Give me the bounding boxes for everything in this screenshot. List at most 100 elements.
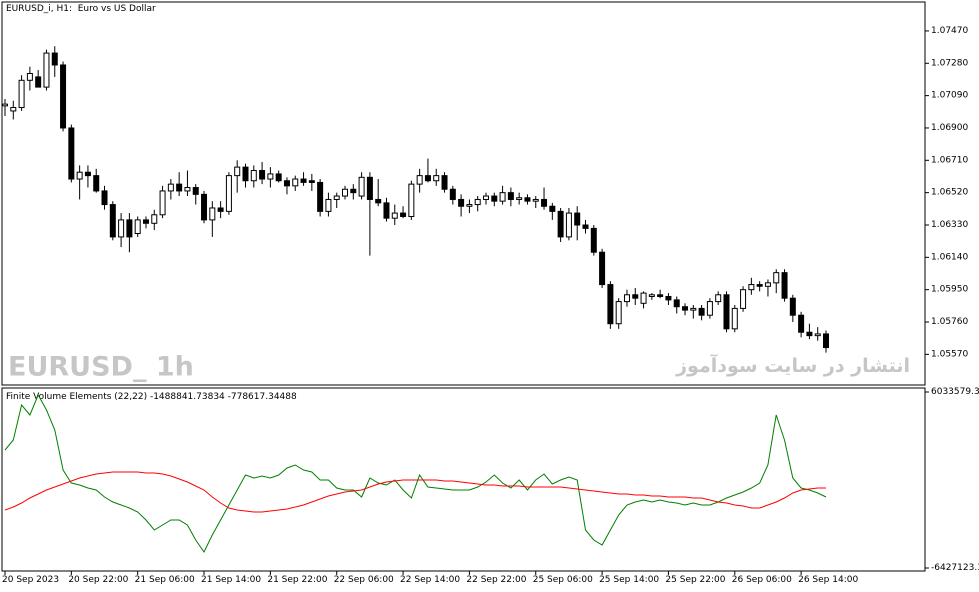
symbol-watermark: EURUSD_ 1h	[8, 352, 194, 383]
candle-body	[317, 181, 324, 212]
candle-body	[259, 170, 266, 180]
candle-body	[549, 205, 556, 212]
y-tick-label: -6427123.32	[931, 563, 979, 573]
candle-body	[781, 272, 788, 299]
candle-body	[43, 52, 50, 88]
y-tick-label: 1.06520	[931, 188, 968, 198]
candle-body	[400, 212, 407, 217]
candle-body	[225, 175, 232, 212]
y-tick-label: 1.07280	[931, 58, 968, 68]
candle-body	[26, 72, 33, 81]
candle-body	[142, 219, 149, 224]
candle-body	[798, 314, 805, 333]
candle-body	[499, 192, 506, 202]
candle-body	[151, 214, 158, 224]
y-tick-label: 1.06330	[931, 220, 968, 230]
candle-body	[167, 183, 174, 192]
indicator-line	[4, 393, 827, 553]
candle-body	[532, 198, 539, 202]
indicator-title: Finite Volume Elements (22,22) -1488841.…	[6, 392, 297, 402]
candle-body	[358, 176, 365, 197]
candle-body	[715, 294, 722, 303]
candle-body	[640, 292, 647, 304]
candle-body	[308, 180, 315, 183]
candle-body	[607, 284, 614, 325]
candle-body	[408, 183, 415, 217]
candle-body	[424, 175, 431, 182]
candle-body	[275, 173, 282, 182]
x-tick-label: 22 Sep 22:00	[466, 575, 526, 585]
candle-body	[599, 251, 606, 286]
candle-body	[209, 207, 216, 221]
y-tick-label: 1.07470	[931, 26, 968, 36]
main-panel	[1, 1, 926, 386]
candle-body	[806, 331, 813, 337]
candle-body	[524, 197, 531, 202]
candle-body	[184, 187, 191, 192]
x-tick-label: 26 Sep 06:00	[732, 575, 792, 585]
candle-body	[159, 190, 166, 216]
x-tick-label: 21 Sep 14:00	[201, 575, 261, 585]
y-tick-label: 1.07090	[931, 91, 968, 101]
candle-body	[234, 166, 241, 177]
candle-body	[823, 333, 829, 349]
candle-body	[814, 333, 821, 337]
candle-body	[690, 307, 697, 311]
candle-body	[665, 295, 672, 301]
candle-body	[756, 284, 763, 287]
x-tick-label: 22 Sep 14:00	[400, 575, 460, 585]
candle-body	[623, 294, 630, 303]
y-tick-label: 1.05760	[931, 317, 968, 327]
candle-body	[466, 204, 473, 207]
candle-body	[507, 192, 514, 200]
candle-body	[76, 171, 83, 180]
candle-body	[565, 212, 572, 238]
candle-body	[491, 195, 498, 202]
x-tick-label: 22 Sep 06:00	[334, 575, 394, 585]
candle-body	[2, 103, 8, 107]
candle-body	[84, 171, 91, 177]
candle-body	[60, 64, 67, 129]
candle-body	[740, 289, 747, 309]
x-tick-label: 26 Sep 14:00	[798, 575, 858, 585]
candle-body	[764, 282, 771, 287]
indicator-panel	[1, 387, 926, 572]
candle-body	[342, 188, 349, 197]
indicator-line	[4, 471, 826, 513]
candle-body	[333, 195, 340, 200]
candle-body	[557, 210, 564, 238]
candle-body	[68, 127, 75, 180]
candle-body	[201, 193, 208, 221]
candle-body	[673, 299, 680, 308]
candle-body	[748, 284, 755, 291]
y-tick-label: 1.05570	[931, 349, 968, 359]
candle-body	[350, 188, 357, 194]
candle-body	[18, 79, 25, 109]
candle-body	[176, 183, 183, 192]
candle-body	[134, 219, 141, 235]
candle-body	[632, 294, 639, 299]
x-tick-label: 25 Sep 06:00	[533, 575, 593, 585]
candle-body	[723, 294, 730, 330]
candle-body	[325, 198, 332, 212]
candle-body	[51, 52, 58, 66]
candle-body	[773, 272, 780, 284]
candle-body	[192, 187, 199, 195]
y-tick-label: 6033579.33	[931, 387, 979, 397]
candle-body	[416, 175, 423, 185]
candle-body	[789, 297, 796, 316]
x-tick-label: 20 Sep 22:00	[68, 575, 128, 585]
candle-body	[391, 212, 398, 219]
y-tick-label: 1.05950	[931, 285, 968, 295]
x-tick-label: 20 Sep 2023	[2, 575, 59, 585]
candle-body	[449, 188, 456, 200]
candle-body	[383, 202, 390, 219]
candle-body	[648, 294, 655, 297]
candle-body	[590, 227, 597, 253]
candle-body	[10, 107, 17, 112]
x-tick-label: 21 Sep 06:00	[135, 575, 195, 585]
site-watermark: انتشار در سایت سودآموز	[675, 353, 910, 377]
y-tick-label: 1.06140	[931, 252, 968, 262]
